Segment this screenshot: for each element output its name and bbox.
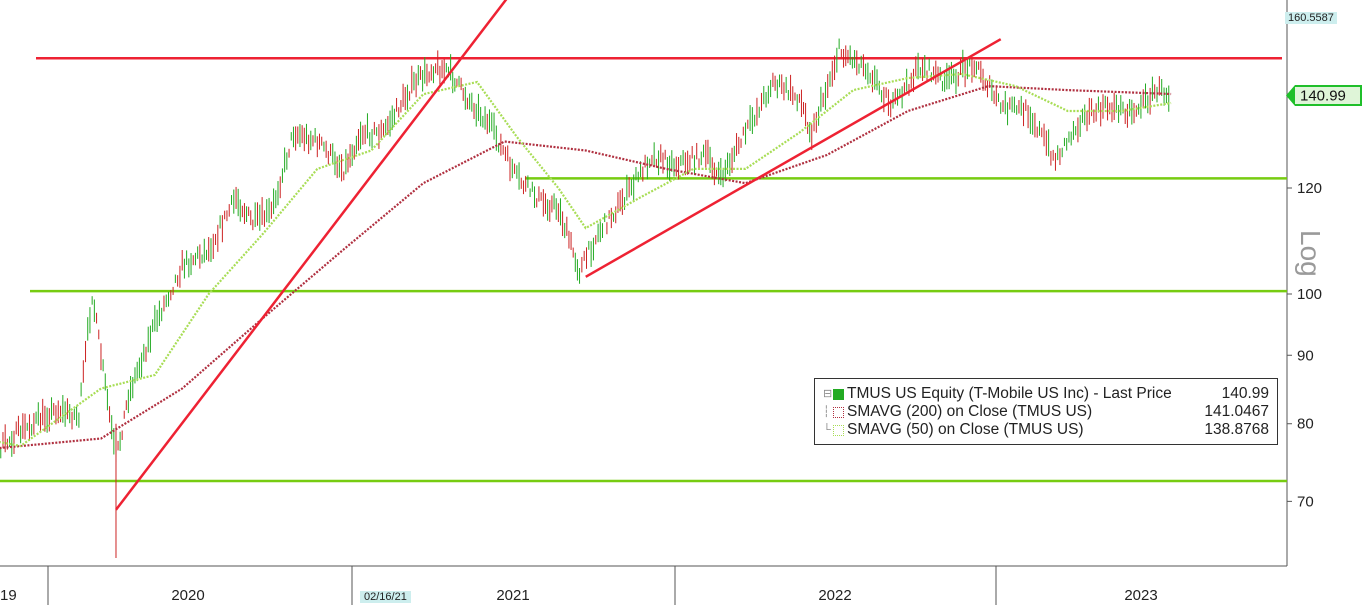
sma200-swatch-icon <box>833 407 844 418</box>
legend-row-price: ⊟ TMUS US Equity (T-Mobile US Inc) - Las… <box>821 385 1269 403</box>
x-year-label: 2021 <box>496 587 529 604</box>
last-price-tag: 140.99 <box>1286 85 1362 106</box>
chart-legend: ⊟ TMUS US Equity (T-Mobile US Inc) - Las… <box>814 378 1278 445</box>
legend-row-sma200: ┆ SMAVG (200) on Close (TMUS US) 141.046… <box>821 403 1269 421</box>
legend-tree-icon: └ <box>823 424 831 436</box>
y-tick-label: 70 <box>1297 493 1314 510</box>
x-year-label: 2022 <box>818 587 851 604</box>
x-year-label-partial: 19 <box>0 587 17 604</box>
legend-tree-icon: ┆ <box>823 406 830 418</box>
trendline-trend-2020 <box>114 0 508 511</box>
legend-label-price: TMUS US Equity (T-Mobile US Inc) - Last … <box>847 385 1172 402</box>
legend-label-sma50: SMAVG (50) on Close (TMUS US) <box>847 421 1084 438</box>
log-scale-label: Log <box>1295 230 1326 277</box>
cursor-date-box: 02/16/21 <box>360 591 411 603</box>
legend-row-sma50: └ SMAVG (50) on Close (TMUS US) 138.8768 <box>821 421 1269 439</box>
y-tick-label: 100 <box>1297 286 1322 303</box>
legend-value-sma200: 141.0467 <box>1204 403 1269 420</box>
trendline-trend-2021 <box>585 38 1002 278</box>
sma50-swatch-icon <box>833 425 844 436</box>
x-year-label: 2023 <box>1124 587 1157 604</box>
legend-tree-icon: ⊟ <box>823 388 833 400</box>
sma200-line <box>0 84 1172 450</box>
max-value-box: 160.5587 <box>1285 12 1337 24</box>
y-tick-label: 90 <box>1297 347 1314 364</box>
y-tick-label: 80 <box>1297 416 1314 433</box>
legend-label-sma200: SMAVG (200) on Close (TMUS US) <box>847 403 1093 420</box>
legend-value-sma50: 138.8768 <box>1204 421 1269 438</box>
x-year-label: 2020 <box>171 587 204 604</box>
last-price-tag-text: 140.99 <box>1300 88 1346 105</box>
legend-value-price: 140.99 <box>1221 385 1269 402</box>
y-tick-label: 120 <box>1297 180 1322 197</box>
price-swatch-icon <box>833 389 844 400</box>
